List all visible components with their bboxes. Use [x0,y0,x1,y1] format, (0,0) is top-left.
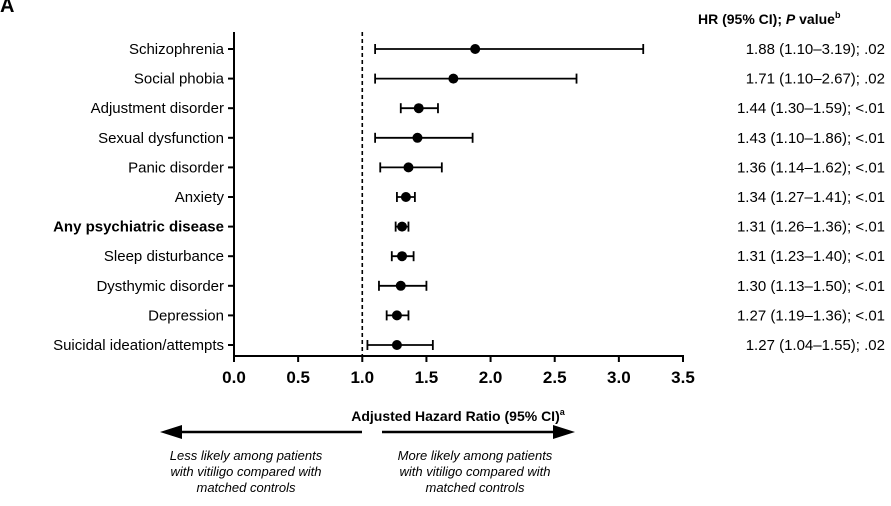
forest-row: Anxiety 1.34 (1.27–1.41); <.01 [175,189,885,206]
hr-point [470,44,481,54]
x-tick-label: 1.5 [415,368,439,387]
row-hr-text: 1.88 (1.10–3.19); .02 [746,41,885,58]
row-label: Any psychiatric disease [53,219,224,236]
row-hr-text: 1.30 (1.13–1.50); <.01 [737,278,885,295]
hr-point [395,280,406,291]
row-label: Panic disorder [128,159,224,176]
hr-point [400,192,411,202]
panel-label: A [0,0,14,17]
row-label: Social phobia [134,71,225,88]
row-hr-text: 1.34 (1.27–1.41); <.01 [737,189,885,206]
row-label: Suicidal ideation/attempts [53,337,224,354]
row-hr-text: 1.27 (1.04–1.55); .02 [746,337,885,354]
row-hr-text: 1.27 (1.19–1.36); <.01 [737,307,885,324]
forest-row: Suicidal ideation/attempts 1.27 (1.04–1.5… [53,337,885,354]
forest-row: Sleep disturbance 1.31 (1.23–1.40); <.01 [104,248,885,265]
hr-point [397,221,408,232]
hr-point [412,132,423,143]
row-label: Sleep disturbance [104,248,224,265]
row-hr-text: 1.44 (1.30–1.59); <.01 [737,100,885,117]
forest-row: Panic disorder 1.36 (1.14–1.62); <.01 [128,159,885,176]
row-hr-text: 1.36 (1.14–1.62); <.01 [737,159,885,176]
row-label: Dysthymic disorder [96,278,224,295]
forest-row: Any psychiatric disease 1.31 (1.26–1.36);… [53,219,885,236]
forest-row: Adjustment disorder 1.44 (1.30–1.59); <.0… [91,100,885,117]
left-caption-line: Less likely among patients [169,448,323,463]
left-caption-line: with vitiligo compared with [170,464,322,479]
row-label: Sexual dysfunction [98,130,224,147]
row-label: Depression [148,307,224,324]
forest-row: Dysthymic disorder 1.30 (1.13–1.50); <.01 [96,278,885,295]
forest-row: Depression 1.27 (1.19–1.36); <.01 [148,307,885,324]
right-caption-line: with vitiligo compared with [399,464,551,479]
left-caption: Less likely among patients with vitiligo… [146,448,346,496]
forest-row: Social phobia 1.71 (1.10–2.67); .02 [134,71,885,88]
right-caption-line: More likely among patients [397,448,553,463]
right-arrow-head [553,425,575,439]
x-tick-label: 2.0 [479,368,503,387]
right-caption: More likely among patients with vitiligo… [375,448,575,496]
row-label: Adjustment disorder [91,100,224,117]
x-tick-label: 0.0 [222,368,246,387]
x-tick-label: 3.5 [671,368,695,387]
row-hr-text: 1.31 (1.26–1.36); <.01 [737,219,885,236]
x-tick-label: 3.0 [607,368,631,387]
row-hr-text: 1.31 (1.23–1.40); <.01 [737,248,885,265]
left-caption-line: matched controls [196,480,296,495]
row-label: Anxiety [175,189,225,206]
forest-row: Schizophrenia 1.88 (1.10–3.19); .02 [129,41,885,58]
hr-point [448,73,459,84]
right-caption-line: matched controls [425,480,525,495]
hr-point [391,340,402,350]
left-arrow-head [160,425,182,439]
row-hr-text: 1.43 (1.10–1.86); <.01 [737,130,885,147]
column-header: HR (95% CI); P valueb [698,10,841,27]
x-tick-label: 1.0 [350,368,374,387]
hr-point [413,103,424,114]
hr-point [403,162,414,173]
x-tick-label: 0.5 [286,368,310,387]
forest-row: Sexual dysfunction 1.43 (1.10–1.86); <.01 [98,130,885,147]
x-axis-label: Adjusted Hazard Ratio (95% CI)a [351,407,565,424]
row-label: Schizophrenia [129,41,225,58]
x-tick-label: 2.5 [543,368,567,387]
hr-point [391,310,402,321]
row-hr-text: 1.71 (1.10–2.67); .02 [746,71,885,88]
hr-point [397,251,408,262]
